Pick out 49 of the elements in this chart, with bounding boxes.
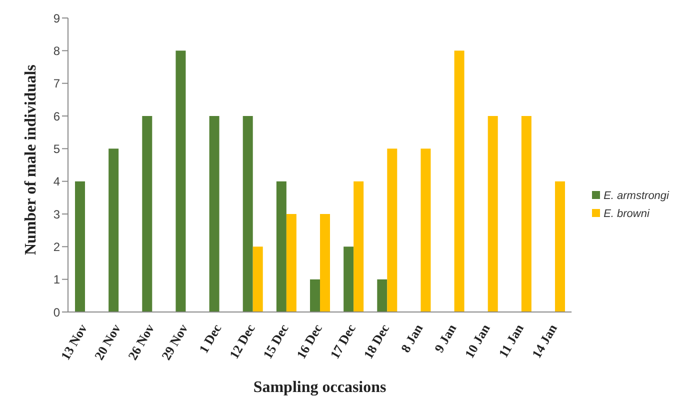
- y-tick-label: 6: [53, 109, 60, 124]
- bar: [276, 181, 286, 312]
- bar: [454, 50, 464, 312]
- x-tick-label: 26 Nov: [124, 321, 158, 362]
- x-tick-label: 11 Jan: [496, 320, 527, 360]
- x-tick-label: 18 Dec: [360, 321, 392, 362]
- x-axis-title: Sampling occasions: [253, 379, 386, 396]
- legend-label: E. armstrongi: [604, 190, 669, 202]
- bar: [108, 148, 119, 312]
- x-tick-label: 20 Nov: [91, 321, 124, 362]
- legend-label: E. browni: [604, 208, 650, 220]
- y-tick-label: 9: [53, 11, 60, 26]
- x-tick-label: 1 Dec: [196, 321, 224, 356]
- bar: [488, 116, 498, 312]
- x-tick-label: 14 Jan: [528, 320, 560, 361]
- x-tick-label: 10 Jan: [462, 320, 494, 361]
- x-tick-label: 29 Nov: [158, 321, 191, 362]
- y-tick-label: 2: [53, 240, 60, 254]
- y-axis-title: Number of male individuals: [22, 64, 40, 255]
- y-tick-label: 4: [53, 174, 60, 189]
- y-tick-label: 5: [53, 142, 60, 156]
- y-tick-label: 3: [53, 207, 60, 222]
- x-tick-label: 9 Jan: [431, 320, 460, 355]
- bar: [377, 279, 388, 312]
- bar: [320, 214, 330, 312]
- bar: [242, 116, 253, 312]
- bar: [420, 148, 431, 312]
- bar: [176, 50, 186, 312]
- bar: [344, 246, 354, 312]
- bar: [142, 116, 152, 312]
- y-tick-label: 0: [53, 305, 60, 320]
- bar: [286, 214, 296, 312]
- x-tick-label: 16 Dec: [293, 321, 326, 362]
- x-tick-label: 17 Dec: [326, 321, 359, 362]
- bar: [252, 246, 263, 312]
- bar: [555, 181, 566, 312]
- y-tick-label: 8: [53, 44, 60, 58]
- x-tick-label: 13 Nov: [58, 321, 90, 362]
- bar: [387, 148, 398, 312]
- bar: [521, 116, 532, 312]
- x-tick-label: 15 Dec: [260, 321, 292, 362]
- bar: [354, 181, 364, 312]
- y-tick-label: 1: [53, 272, 60, 287]
- bar: [209, 116, 220, 312]
- x-tick-label: 8 Jan: [398, 320, 426, 355]
- y-tick-label: 7: [53, 76, 60, 91]
- bar: [310, 279, 320, 312]
- bar: [75, 181, 85, 312]
- x-tick-label: 12 Dec: [226, 321, 258, 362]
